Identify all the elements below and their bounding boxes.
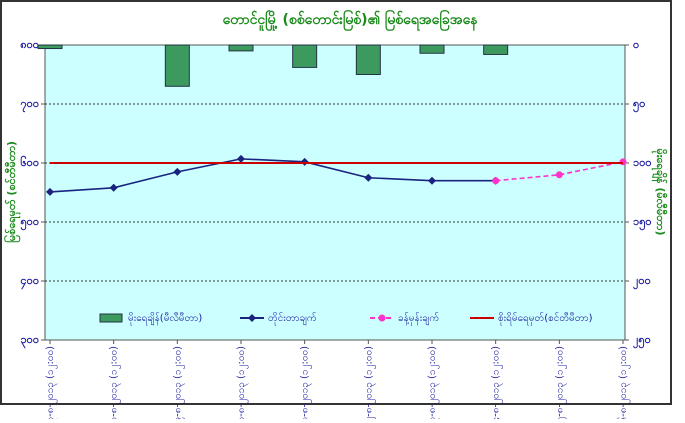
bar (164, 44, 190, 87)
y2-axis-label: မိုးရေချိန် (မီလီမီတာ) (651, 149, 668, 236)
x-tick-label: ၂၃-၈-၂၀၁၃ (၁၂:၀၀) (427, 346, 440, 419)
marker (109, 183, 118, 192)
x-tick-label: ၂၂-၈-၂၀၁၃ (၁၂:၀၀) (363, 346, 376, 419)
marker (619, 158, 627, 166)
y2-tick-label: ၁၀၀ (633, 156, 652, 169)
y-tick-label: ၃၀၀ (20, 333, 39, 349)
x-tick-label: ၂၁-၈-၂၀၁၃ (၁၂:၀၀) (300, 346, 313, 419)
x-tick-label: ၂၀-၈-၂၀၁၃ (၁၂:၀၀) (236, 346, 249, 419)
marker (492, 177, 500, 185)
y2-tick-label: ၅၀ (633, 97, 645, 113)
y2-tick-label: ၁၅၀ (633, 215, 652, 231)
x-tick-label: ၁၈-၈-၂၀၁၃ (၁၂:၀၀) (109, 346, 122, 419)
x-tick-label: ၂၆-၈-၂၀၁၃ (၁၂:၀၀) (616, 346, 631, 419)
legend-swatch (99, 313, 123, 323)
line (495, 161, 624, 182)
x-tick-label: ၂၄-၈-၂၀၁၃ (၁၂:၀၀) (491, 346, 504, 419)
bar (228, 44, 254, 52)
x-tick-label: ၁၇-၈-၂၀၁၃ (၁၂:၀၀) (45, 346, 58, 419)
legend-label: တိုင်းတာချက် (268, 311, 317, 326)
y-tick-label: ၅၀၀ (20, 215, 39, 231)
line (49, 158, 496, 193)
y-tick-label: ၆၀၀ (20, 156, 39, 169)
marker (173, 167, 182, 176)
legend-marker (378, 314, 386, 322)
bar (355, 44, 381, 75)
y2-tick-label: ၂၅၀ (633, 333, 651, 349)
y-tick-label: ၄၀၀ (20, 274, 39, 290)
y-tick-label: ၇၀၀ (20, 97, 39, 113)
chart-title: တောင်ငူမြို့ (စစ်တောင်းမြစ်)၏ မြစ်ရေအခြေ… (223, 10, 479, 31)
x-tick-label: ၂၅-၈-၂၀၁၃ (၁၂:၀၀) (554, 346, 567, 419)
y2-tick-label: ၂၀၀ (633, 274, 651, 290)
bar (37, 44, 63, 50)
y-tick-label: ၈၀၀ (20, 38, 39, 51)
y2-tick-label: ၀ (633, 38, 639, 51)
legend-marker (248, 314, 256, 322)
legend-label: မိုးရေချိန်(မီလီမီတာ) (128, 311, 202, 326)
legend-label: စိုးရိမ်ရေမှတ်(စင်တီမီတာ) (498, 311, 593, 326)
bar (292, 44, 318, 68)
legend-label: ခန့်မှန်းချက် (398, 311, 439, 326)
marker (428, 176, 436, 185)
marker (364, 173, 373, 182)
bar (483, 44, 509, 55)
bar (419, 44, 445, 54)
marker (46, 187, 54, 196)
marker (237, 154, 245, 163)
plot-area (44, 44, 626, 341)
y-axis-label: မြစ်ရေမှတ် (စင်တီမီတာ) (3, 141, 21, 243)
x-tick-label: ၁၉-၈-၂၀၁၃ (၁၂:၀၀) (172, 346, 185, 419)
marker (555, 171, 563, 179)
